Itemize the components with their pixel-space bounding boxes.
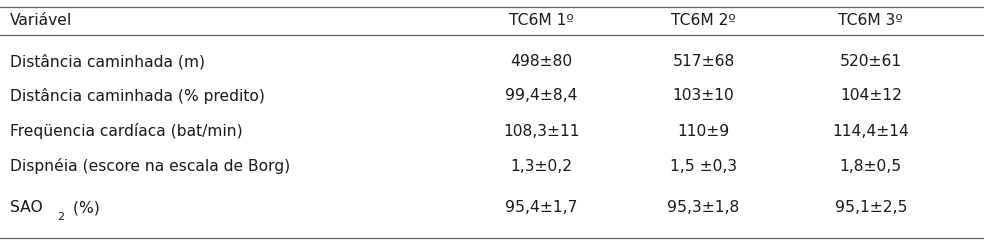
Text: 99,4±8,4: 99,4±8,4 — [505, 88, 578, 104]
Text: (%): (%) — [68, 200, 99, 215]
Text: Distância caminhada (m): Distância caminhada (m) — [10, 54, 205, 70]
Text: 95,4±1,7: 95,4±1,7 — [505, 200, 578, 215]
Text: 95,1±2,5: 95,1±2,5 — [834, 200, 907, 215]
Text: Variável: Variável — [10, 13, 72, 28]
Text: 1,3±0,2: 1,3±0,2 — [510, 159, 573, 174]
Text: 517±68: 517±68 — [672, 54, 735, 69]
Text: 1,5 ±0,3: 1,5 ±0,3 — [670, 159, 737, 174]
Text: 103±10: 103±10 — [673, 88, 734, 104]
Text: 1,8±0,5: 1,8±0,5 — [839, 159, 902, 174]
Text: Distância caminhada (% predito): Distância caminhada (% predito) — [10, 88, 265, 104]
Text: 104±12: 104±12 — [840, 88, 901, 104]
Text: 498±80: 498±80 — [510, 54, 573, 69]
Text: TC6M 3º: TC6M 3º — [838, 13, 903, 28]
Text: SAO: SAO — [10, 200, 42, 215]
Text: 95,3±1,8: 95,3±1,8 — [667, 200, 740, 215]
Text: TC6M 1º: TC6M 1º — [509, 13, 574, 28]
Text: Dispnéia (escore na escala de Borg): Dispnéia (escore na escala de Borg) — [10, 158, 290, 174]
Text: TC6M 2º: TC6M 2º — [671, 13, 736, 28]
Text: 2: 2 — [57, 212, 65, 223]
Text: 108,3±11: 108,3±11 — [503, 124, 580, 139]
Text: 110±9: 110±9 — [677, 124, 730, 139]
Text: 114,4±14: 114,4±14 — [832, 124, 909, 139]
Text: 520±61: 520±61 — [839, 54, 902, 69]
Text: Freqüencia cardíaca (bat/min): Freqüencia cardíaca (bat/min) — [10, 123, 242, 139]
